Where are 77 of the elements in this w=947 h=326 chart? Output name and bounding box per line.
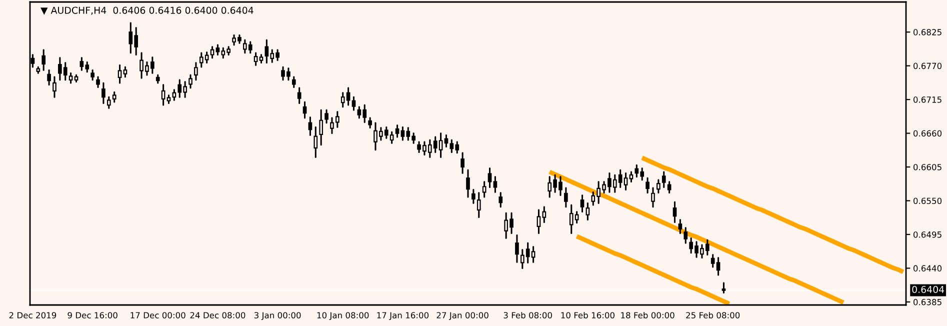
candlestick [68,72,73,84]
candlestick [580,194,584,213]
x-tick-label: 3 Feb 08:00 [504,312,552,318]
y-tick-label: 0.6385 [913,298,942,306]
x-tick-label: 18 Feb 00:00 [621,312,674,318]
ref-line-label: 0.6404 [912,286,944,294]
candlestick [482,180,486,198]
candlestick [123,66,128,78]
y-tick-label: 0.6715 [913,96,942,103]
candlestick [90,69,94,81]
candlestick [629,171,634,182]
x-tick-label: 2 Dec 2019 [9,312,56,318]
candlestick [678,218,682,234]
line-series [574,234,732,305]
candlestick [498,192,503,208]
candlestick [118,64,122,84]
candlestick [536,209,541,234]
candlestick [188,74,192,89]
candlestick [292,76,296,88]
candlestick [672,201,677,223]
x-tick-label: 17 Jan 16:00 [377,312,429,320]
candlestick [472,188,476,204]
x-tick-label: 10 Jan 08:00 [317,312,369,320]
x-tick-label: 10 Feb 16:00 [561,312,614,318]
chart-title: ▼ AUDCHF,H4 0.6406 0.6416 0.6400 0.6404 [40,6,254,15]
candlestick [47,69,51,86]
candlestick [96,76,100,88]
x-tick-label: 17 Dec 00:00 [130,312,186,318]
candlestick [444,134,448,148]
candlestick [194,62,198,81]
y-tick-label: 0.6440 [913,265,942,272]
y-tick-label: 0.6825 [913,29,942,36]
candlestick [493,176,498,193]
candlestick [352,96,356,111]
candlestick [210,46,214,59]
candlestick [308,116,312,136]
candlestick [52,76,56,98]
candlestick [395,124,400,138]
candlestick [586,202,590,221]
y-tick-label: 0.6770 [913,62,942,70]
candlestick [319,109,324,146]
candlestick [564,187,568,208]
x-tick-label: 25 Feb 08:00 [686,312,740,318]
candlestick [488,167,492,188]
candlestick [314,126,318,158]
line-series [547,170,846,305]
y-tick-label: 0.6660 [913,130,942,137]
y-tick-label: 0.6605 [913,164,942,170]
candlestick [161,84,166,106]
candlestick [646,177,650,194]
y-tick-label: 0.6550 [913,198,942,204]
candlestick [302,101,307,119]
y-tick-label: 0.6495 [913,231,942,238]
candlestick [297,87,302,104]
x-tick-label: 9 Dec 16:00 [68,312,118,318]
candlestick [722,282,726,294]
candlestick [368,117,372,129]
candlestick [476,192,481,218]
candlestick [106,96,111,109]
candlestick [254,52,258,66]
candlestick [102,82,106,104]
x-tick-label: 24 Dec 08:00 [190,312,246,318]
x-tick-label: 27 Jan 00:00 [436,312,488,320]
x-tick-label: 3 Jan 00:00 [254,312,301,320]
candlestick [651,187,655,208]
candlestick [662,171,666,188]
candlestick [112,91,116,103]
candlestick [460,152,464,174]
line-series [640,156,906,274]
candlestick [684,226,688,244]
candlestick [542,206,546,223]
candlestick [656,179,660,194]
candlestick [42,49,46,71]
candlestick [515,234,519,263]
candlestick [324,109,328,124]
candlestick [466,169,470,198]
candlestick [667,180,672,194]
